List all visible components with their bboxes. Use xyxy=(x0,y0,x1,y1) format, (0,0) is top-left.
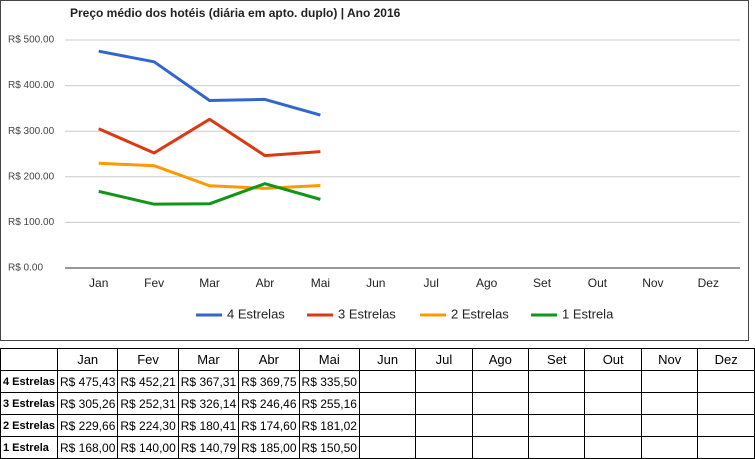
header-row: Jan Fev Mar Abr Mai Jun Jul Ago Set Out Nov Dez xyxy=(0,348,755,371)
value-cell xyxy=(640,370,699,393)
value-cell: R$ 174,60 xyxy=(238,414,300,437)
value-cell: R$ 369,75 xyxy=(238,370,300,393)
value-cell xyxy=(640,436,699,459)
y-tick-label: R$ 400.00 xyxy=(8,80,55,91)
value-cell: R$ 335,50 xyxy=(298,370,360,393)
column-header: Set xyxy=(528,348,586,371)
chart-title: Preço médio dos hotéis (diária em apto. … xyxy=(70,6,401,20)
series-line xyxy=(98,49,321,117)
y-tick-label: R$ 100.00 xyxy=(8,217,55,228)
y-tick-label: R$ 200.00 xyxy=(8,171,55,182)
value-cell: R$ 252,31 xyxy=(117,392,179,415)
corner-cell xyxy=(0,348,58,371)
column-header: Out xyxy=(584,348,642,371)
value-cell xyxy=(584,370,642,393)
value-cell xyxy=(697,436,755,459)
value-cell xyxy=(358,370,417,393)
value-cell xyxy=(415,370,473,393)
value-cell: R$ 475,43 xyxy=(56,370,119,393)
value-cell xyxy=(584,392,642,415)
column-header: Nov xyxy=(640,348,699,371)
legend-label: 3 Estrelas xyxy=(338,306,396,321)
value-cell xyxy=(697,414,755,437)
column-header: Fev xyxy=(117,348,179,371)
x-tick-label: Mar xyxy=(199,276,220,290)
legend-label: 2 Estrelas xyxy=(451,306,509,321)
value-cell: R$ 140,79 xyxy=(177,436,240,459)
legend-label: 4 Estrelas xyxy=(227,306,285,321)
x-tick-label: Abr xyxy=(256,276,275,290)
value-cell xyxy=(415,414,473,437)
x-tick-label: Set xyxy=(533,276,552,290)
column-header: Dez xyxy=(697,348,755,371)
value-cell xyxy=(471,392,530,415)
x-tick-label: Out xyxy=(588,276,608,290)
y-tick-label: R$ 300.00 xyxy=(8,126,55,137)
value-cell xyxy=(528,436,586,459)
value-cell: R$ 185,00 xyxy=(238,436,300,459)
value-cell xyxy=(415,392,473,415)
column-header: Abr xyxy=(238,348,300,371)
value-cell: R$ 224,30 xyxy=(117,414,179,437)
value-cell: R$ 367,31 xyxy=(177,370,240,393)
value-cell: R$ 246,46 xyxy=(238,392,300,415)
table-row: 4 Estrelas R$ 475,43 R$ 452,21 R$ 367,31 R$ … xyxy=(0,370,755,393)
value-cell: R$ 305,26 xyxy=(56,392,119,415)
column-header: Jun xyxy=(358,348,417,371)
value-cell: R$ 168,00 xyxy=(56,436,119,459)
y-tick-label: R$ 0.00 xyxy=(8,263,43,274)
data-table: Jan Fev Mar Abr Mai Jun Jul Ago Set Out Nov Dez 4 Es… xyxy=(0,348,755,459)
value-cell xyxy=(471,436,530,459)
series-line xyxy=(98,182,321,206)
x-tick-label: Ago xyxy=(476,276,498,290)
value-cell xyxy=(697,370,755,393)
table-row: 2 Estrelas R$ 229,66 R$ 224,30 R$ 180,41 R$ … xyxy=(0,414,755,437)
value-cell xyxy=(471,370,530,393)
value-cell: R$ 180,41 xyxy=(177,414,240,437)
value-cell: R$ 255,16 xyxy=(298,392,360,415)
row-header: 4 Estrelas xyxy=(0,370,58,393)
chart: Preço médio dos hotéis (diária em apto. … xyxy=(0,0,749,341)
value-cell xyxy=(415,436,473,459)
x-tick-label: Fev xyxy=(144,276,164,290)
value-cell xyxy=(584,436,642,459)
row-header: 3 Estrelas xyxy=(0,392,58,415)
y-tick-label: R$ 500.00 xyxy=(8,35,55,46)
x-tick-label: Jun xyxy=(366,276,385,290)
value-cell xyxy=(640,392,699,415)
value-cell: R$ 229,66 xyxy=(56,414,119,437)
x-tick-label: Jul xyxy=(424,276,439,290)
value-cell xyxy=(358,392,417,415)
value-cell xyxy=(358,414,417,437)
value-cell xyxy=(471,414,530,437)
column-header: Mai xyxy=(298,348,360,371)
x-tick-label: Dez xyxy=(698,276,719,290)
legend-label: 1 Estrela xyxy=(562,306,614,321)
x-tick-label: Nov xyxy=(642,276,663,290)
value-cell xyxy=(528,392,586,415)
column-header: Jan xyxy=(56,348,119,371)
value-cell: R$ 140,00 xyxy=(117,436,179,459)
table-row: 1 Estrela R$ 168,00 R$ 140,00 R$ 140,79 R$ 1… xyxy=(0,436,755,459)
value-cell xyxy=(528,414,586,437)
value-cell xyxy=(358,436,417,459)
row-header: 2 Estrelas xyxy=(0,414,58,437)
row-header: 1 Estrela xyxy=(0,436,58,459)
x-tick-label: Jan xyxy=(89,276,108,290)
value-cell xyxy=(640,414,699,437)
value-cell: R$ 452,21 xyxy=(117,370,179,393)
column-header: Ago xyxy=(471,348,530,371)
column-header: Jul xyxy=(415,348,473,371)
series-line xyxy=(98,117,321,158)
x-tick-label: Mai xyxy=(311,276,330,290)
value-cell: R$ 181,02 xyxy=(298,414,360,437)
value-cell xyxy=(528,370,586,393)
value-cell: R$ 150,50 xyxy=(298,436,360,459)
value-cell xyxy=(697,392,755,415)
column-header: Mar xyxy=(177,348,240,371)
value-cell xyxy=(584,414,642,437)
table-row: 3 Estrelas R$ 305,26 R$ 252,31 R$ 326,14 R$ … xyxy=(0,392,755,415)
value-cell: R$ 326,14 xyxy=(177,392,240,415)
